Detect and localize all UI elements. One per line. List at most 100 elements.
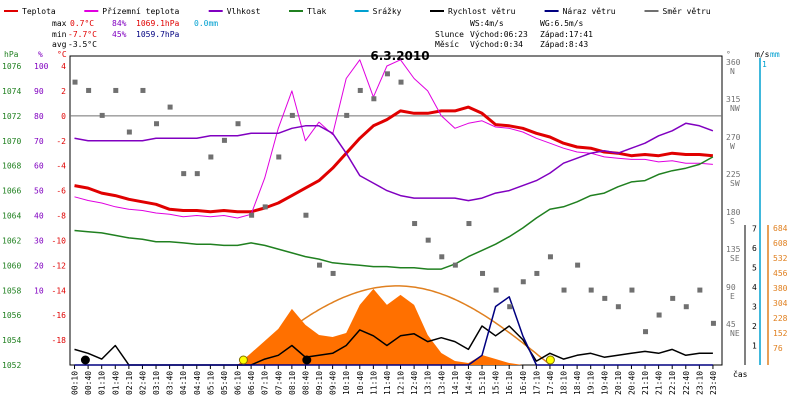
wind-direction-point — [167, 104, 173, 110]
wind-direction-point — [249, 212, 255, 218]
legend-label-2: Vlhkost — [227, 7, 261, 16]
direction-tick: 225 — [726, 170, 741, 179]
wind-direction-point — [140, 87, 146, 93]
stats-avg-temp: -3.5°C — [68, 40, 97, 49]
radiation-tick: 152 — [773, 329, 788, 338]
wind-direction-point — [113, 87, 119, 93]
humidity-tick: 10 — [34, 286, 44, 295]
temperature-tick: 0 — [61, 112, 66, 121]
sun-label: Slunce — [435, 30, 464, 39]
direction-label: E — [730, 292, 735, 301]
wind-direction-point — [86, 87, 92, 93]
x-tick-label: 12:40 — [410, 371, 419, 395]
direction-label: N — [730, 67, 735, 76]
x-tick-label: 02:10 — [125, 371, 134, 395]
legend-label-6: Náraz větru — [563, 7, 616, 16]
x-tick-label: 18:10 — [560, 371, 569, 395]
temperature-tick: -6 — [56, 187, 66, 196]
wind-direction-point — [629, 287, 635, 293]
pressure-tick: 1064 — [2, 212, 21, 221]
x-tick-label: 01:40 — [111, 371, 120, 395]
x-tick-label: 05:40 — [220, 371, 229, 395]
moon-marker — [302, 355, 312, 365]
direction-tick: 45 — [726, 320, 736, 329]
wind-direction-point — [357, 87, 363, 93]
radiation-tick: 456 — [773, 269, 788, 278]
wind-direction-point — [683, 304, 689, 310]
temperature-tick: -12 — [52, 261, 67, 270]
radiation-tick: 76 — [773, 344, 783, 353]
wind-direction-point — [412, 221, 418, 227]
radiation-tick: 608 — [773, 239, 788, 248]
moon-rise: Východ:0:34 — [470, 40, 523, 49]
axis-unit-degc: °C — [57, 50, 67, 59]
direction-tick: 360 — [726, 58, 741, 67]
temperature-tick: -8 — [56, 212, 66, 221]
direction-tick: 135 — [726, 245, 741, 254]
direction-label: SE — [730, 254, 740, 263]
temperature-tick: -16 — [52, 311, 67, 320]
plot-area: 00:10 00:40 01:10 01:40 02:10 02:40 03:10 03:40… — [2, 55, 788, 395]
x-tick-label: 22:40 — [682, 371, 691, 395]
humidity-tick: 40 — [34, 212, 44, 221]
wind-direction-point — [670, 295, 676, 301]
header: Teplota Přízemní teplota Vlhkost Tlak Srážky… — [4, 7, 711, 49]
pressure-tick: 1052 — [2, 361, 21, 370]
direction-label: S — [730, 217, 735, 226]
moon-marker — [80, 355, 90, 365]
legend: Teplota Přízemní teplota Vlhkost Tlak Srážky… — [4, 7, 711, 16]
x-tick-label: 22:10 — [668, 371, 677, 395]
radiation-tick: 228 — [773, 314, 788, 323]
wind-direction-point — [452, 262, 458, 268]
pressure-tick: 1060 — [2, 261, 21, 270]
wind-direction-point — [602, 295, 608, 301]
legend-label-5: Rychlost větru — [448, 7, 516, 16]
direction-label: W — [730, 142, 735, 151]
stats-max-rain: 0.0mm — [194, 19, 218, 28]
radiation-tick: 304 — [773, 299, 788, 308]
x-tick-label: 14:40 — [464, 371, 473, 395]
wind-direction-point — [384, 71, 390, 77]
x-tick-label: 05:10 — [206, 371, 215, 395]
wind-direction-point — [656, 312, 662, 318]
x-tick-label: 16:10 — [505, 371, 514, 395]
wind-direction-point — [710, 320, 716, 326]
x-tick-label: 08:10 — [288, 371, 297, 395]
stats-max-hum: 84% — [112, 19, 127, 28]
wind-direction-point — [181, 171, 187, 177]
wind-tick: 7 — [752, 225, 757, 234]
wind-direction-point — [99, 112, 105, 118]
x-tick-label: 20:40 — [627, 371, 636, 395]
wind-direction-point — [588, 287, 594, 293]
stats-min-label: min — [52, 30, 67, 39]
stats-min-press: 1059.7hPa — [136, 30, 180, 39]
stats-max-label: max — [52, 19, 67, 28]
wind-direction-point — [466, 221, 472, 227]
axis-unit-mm: mm — [770, 50, 780, 59]
direction-label: NE — [730, 329, 740, 338]
x-tick-label: 09:40 — [329, 371, 338, 395]
x-tick-label: 18:40 — [573, 371, 582, 395]
wind-direction-point — [615, 304, 621, 310]
x-tick-label: 14:10 — [451, 371, 460, 395]
wind-direction-point — [72, 79, 78, 85]
stats-max-temp: 0.7°C — [70, 19, 94, 28]
wind-gust-info: WG:6.5m/s — [540, 19, 584, 28]
humidity-tick: 70 — [34, 137, 44, 146]
x-tick-label: 01:10 — [98, 371, 107, 395]
x-tick-label: 04:10 — [179, 371, 188, 395]
wind-tick: 1 — [752, 342, 757, 351]
legend-label-0: Teplota — [22, 7, 56, 16]
legend-label-4: Srážky — [373, 7, 402, 16]
wind-direction-point — [126, 129, 132, 135]
wind-direction-point — [534, 270, 540, 276]
axis-unit-hpa: hPa — [4, 50, 19, 59]
direction-label: SW — [730, 179, 740, 188]
x-tick-label: 02:40 — [138, 371, 147, 395]
humidity-tick: 90 — [34, 87, 44, 96]
x-tick-label: 10:40 — [356, 371, 365, 395]
stats-avg-label: avg — [52, 40, 67, 49]
radiation-tick: 532 — [773, 254, 788, 263]
wind-direction-point — [371, 96, 377, 102]
